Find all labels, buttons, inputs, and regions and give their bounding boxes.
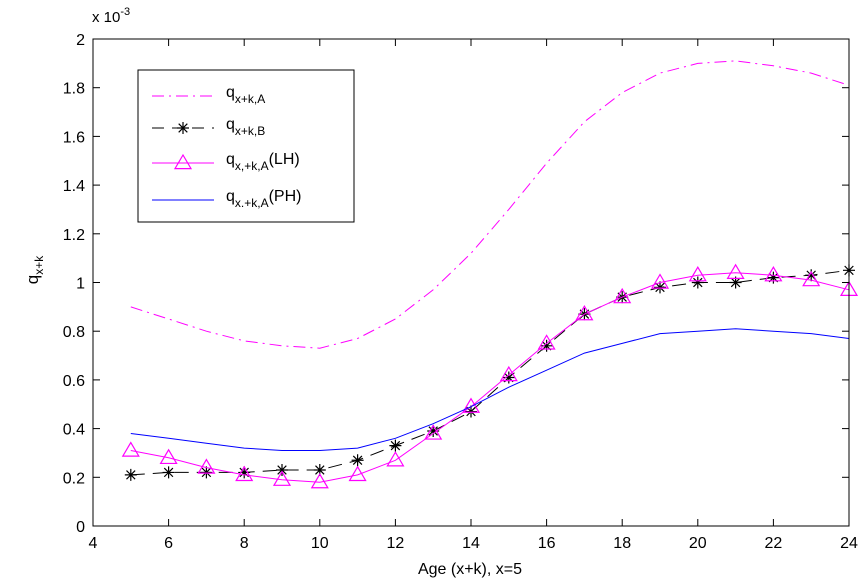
x-tick-label: 8 <box>240 535 249 552</box>
y-tick-label: 0.4 <box>63 422 85 439</box>
triangle-marker <box>726 263 745 279</box>
star-marker <box>502 371 515 384</box>
y-tick-label: 2 <box>76 32 85 49</box>
y-multiplier-exponent: -3 <box>120 6 130 18</box>
triangle-marker <box>159 448 178 465</box>
y-multiplier-base: x 10 <box>92 9 120 26</box>
triangle-marker <box>121 441 140 457</box>
x-tick-label: 12 <box>387 535 405 552</box>
y-axis-label-base: q <box>23 275 42 284</box>
triangle-marker <box>272 470 292 486</box>
triangle-marker <box>461 397 481 413</box>
triangle-marker <box>764 266 783 282</box>
x-tick-label: 16 <box>538 535 556 552</box>
triangle-marker <box>537 334 556 350</box>
y-axis-label-sub: x+k <box>32 255 46 275</box>
series-1 <box>130 60 850 349</box>
star-marker <box>351 454 364 467</box>
x-tick-label: 6 <box>164 535 173 552</box>
triangle-marker <box>424 424 443 440</box>
series-line-3 <box>130 272 850 483</box>
star-marker <box>177 122 189 134</box>
axes-layer: 4 6 8 10 12 14 16 18 20 22 24 0 0.2 0.4 0.6 0.8 1 1.2 1.4 1… <box>63 32 858 552</box>
star-marker <box>200 466 213 479</box>
star-marker <box>465 405 477 418</box>
triangle-marker <box>173 153 193 170</box>
triangle-marker <box>386 451 405 467</box>
x-tick-label: 14 <box>462 535 480 552</box>
x-tick-label: 24 <box>840 535 858 552</box>
triangle-marker <box>575 304 594 321</box>
triangle-marker <box>499 365 518 382</box>
triangle-marker <box>235 465 254 482</box>
star-marker <box>767 271 780 284</box>
y-tick-label: 0.8 <box>63 324 85 341</box>
series-line-2 <box>130 269 850 476</box>
y-axis-label: qx+k <box>23 255 46 284</box>
x-tick-label: 22 <box>765 535 783 552</box>
star-marker <box>162 466 175 479</box>
legend-label-4: qx.+k,A(PH) <box>226 188 301 210</box>
star-marker <box>805 269 818 282</box>
legend: qx+k,A qx+k,B qx,+k,A(LH) qx.+k,A(PH) <box>137 69 355 223</box>
x-tick-label: 10 <box>311 535 329 552</box>
legend-label-2: qx+k,B <box>226 116 265 138</box>
x-tick-label: 18 <box>613 535 631 552</box>
y-tick-label: 1.8 <box>63 81 85 98</box>
star-marker <box>124 468 137 481</box>
y-tick-label: 1.4 <box>63 178 85 195</box>
star-marker <box>729 276 742 289</box>
series-layer <box>121 60 859 489</box>
y-tick-label: 0.2 <box>63 470 85 487</box>
star-marker <box>276 463 288 476</box>
triangle-marker <box>802 270 821 287</box>
x-axis-label: Age (x+k), x=5 <box>418 561 522 578</box>
y-tick-label: 1 <box>76 276 85 293</box>
triangle-marker <box>650 273 670 289</box>
star-marker <box>427 425 440 438</box>
x-tick-label: 4 <box>89 535 98 552</box>
y-tick-label: 0.6 <box>63 373 85 390</box>
star-marker <box>540 339 553 352</box>
triangle-marker <box>348 465 367 482</box>
triangle-marker <box>310 472 329 489</box>
legend-label-1: qx+k,A <box>226 84 265 106</box>
star-marker <box>691 276 704 289</box>
axes-frame <box>92 38 850 527</box>
star-marker <box>238 466 251 479</box>
y-tick-label: 1.6 <box>63 129 85 146</box>
y-tick-label: 1.2 <box>63 227 85 244</box>
legend-label-3: qx,+k,A(LH) <box>226 151 300 173</box>
triangle-marker <box>613 287 632 304</box>
y-axis-multiplier: x 10-3 <box>92 6 130 26</box>
x-tick-label: 20 <box>689 535 707 552</box>
series-4 <box>130 328 850 451</box>
series-3 <box>121 263 859 489</box>
svg-text:qx+k: qx+k <box>23 255 46 284</box>
star-marker <box>654 281 666 294</box>
star-marker <box>389 439 402 452</box>
series-line-4 <box>130 328 850 451</box>
y-tick-label: 0 <box>76 519 85 536</box>
legend-box <box>137 69 355 223</box>
series-line-1 <box>130 60 850 349</box>
triangle-marker <box>197 458 216 474</box>
triangle-marker <box>688 266 707 282</box>
star-marker <box>313 463 326 476</box>
